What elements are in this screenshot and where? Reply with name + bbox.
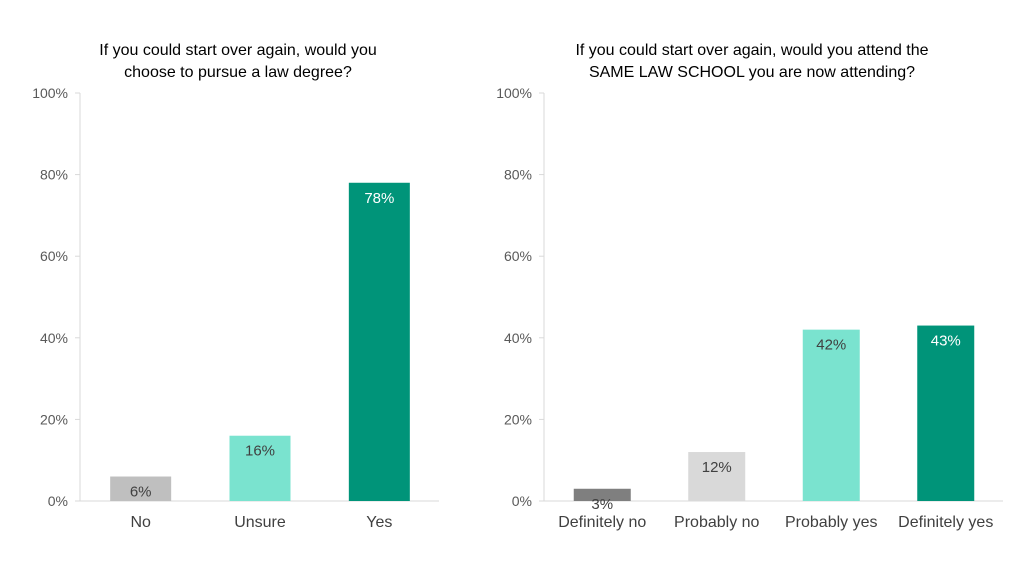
chart-left-data-label: 16% [245, 443, 275, 460]
chart-left-title-line-2: choose to pursue a law degree? [124, 64, 352, 81]
chart-left-y-tick-label: 40% [40, 330, 68, 346]
chart-right-y-tick-label: 20% [504, 411, 532, 427]
chart-right-data-label: 12% [702, 459, 732, 476]
chart-left: If you could start over again, would you… [32, 42, 439, 531]
chart-left-y-tick-label: 100% [32, 85, 68, 101]
chart-right-category-label: Probably no [674, 514, 759, 531]
chart-right-category-label: Definitely yes [898, 514, 993, 531]
chart-left-category-label: No [130, 514, 151, 531]
chart-right-category-label: Definitely no [558, 514, 646, 531]
chart-right-bar [688, 452, 746, 501]
chart-left-y-tick-label: 20% [40, 411, 68, 427]
chart-right-data-label: 3% [591, 496, 613, 513]
chart-right-y-tick-label: 80% [504, 167, 532, 183]
chart-left-y-tick-label: 80% [40, 167, 68, 183]
chart-right-y-tick-label: 0% [512, 493, 532, 509]
chart-left-category-label: Yes [366, 514, 392, 531]
chart-left-bar [110, 476, 172, 501]
chart-right-y-tick-label: 100% [496, 85, 532, 101]
chart-right-y-tick-label: 40% [504, 330, 532, 346]
chart-right-bar [573, 488, 631, 501]
chart-right-data-label: 42% [816, 337, 846, 354]
chart-right-title-line-2: SAME LAW SCHOOL you are now attending? [589, 64, 915, 81]
chart-left-category-label: Unsure [234, 514, 286, 531]
chart-left-title-line-1: If you could start over again, would you [99, 42, 377, 59]
chart-right-category-label: Probably yes [785, 514, 878, 531]
chart-left-data-label: 6% [130, 484, 152, 501]
chart-right-y-tick-label: 60% [504, 248, 532, 264]
chart-left-y-tick-label: 60% [40, 248, 68, 264]
chart-right-bar [802, 329, 860, 501]
chart-right-data-label: 43% [931, 333, 961, 350]
chart-right-bar [917, 325, 975, 501]
chart-right-title-line-1: If you could start over again, would you… [575, 42, 928, 59]
chart-left-data-label: 78% [364, 190, 394, 207]
chart-left-y-tick-label: 0% [48, 493, 68, 509]
chart-right: If you could start over again, would you… [496, 42, 1003, 531]
chart-left-bar [229, 435, 291, 501]
chart-left-bar [348, 182, 410, 501]
